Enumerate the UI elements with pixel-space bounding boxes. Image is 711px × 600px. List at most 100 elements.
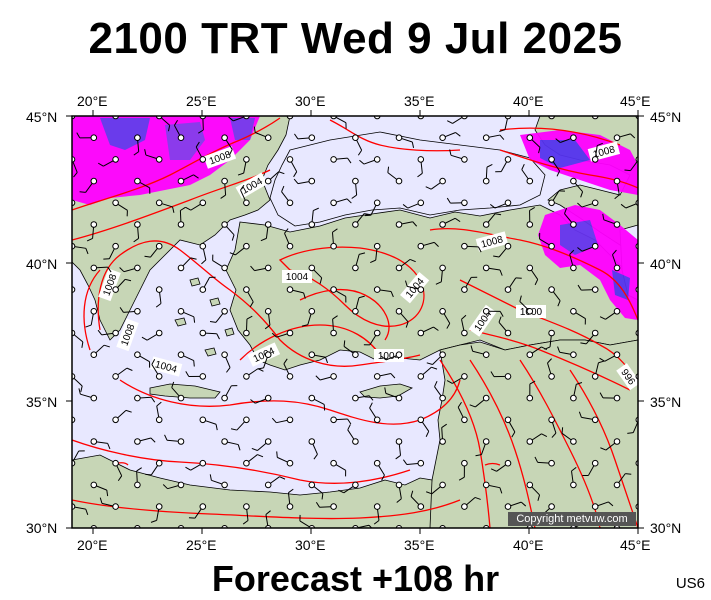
black-sea — [269, 131, 546, 227]
isobars — [72, 117, 638, 528]
wind-barb-feather — [126, 367, 133, 371]
lon-label-bottom: 20°E — [77, 537, 108, 553]
wind-barb-feather — [498, 316, 502, 323]
wind-station-circle — [90, 177, 98, 185]
wind-barb-feather — [435, 281, 442, 285]
wind-station-circle — [548, 459, 555, 467]
wind-station-circle — [635, 459, 638, 467]
wind-station-circle — [439, 438, 446, 445]
wind-barb-feather — [608, 501, 614, 507]
wind-station-circle — [461, 459, 468, 467]
wind-station-circle — [199, 286, 207, 293]
wind-barb-feather — [564, 207, 568, 214]
wind-barb-feather — [446, 323, 451, 329]
wind-barb-staff — [397, 528, 399, 542]
wind-barb-staff — [93, 527, 94, 528]
wind-barb-feather — [490, 468, 497, 472]
wind-barb-feather — [499, 129, 506, 132]
wind-station-circle — [199, 503, 207, 510]
wind-station-circle — [221, 351, 228, 359]
wind-station-circle — [90, 351, 98, 359]
wind-barb-feather — [293, 171, 298, 178]
wind-barb-feather — [529, 206, 535, 211]
wind-station-circle — [112, 286, 119, 293]
wind-barb-feather — [554, 100, 560, 102]
wind-station-circle — [286, 286, 294, 293]
wind-barb-feather — [313, 207, 319, 212]
wind-barb-feather — [458, 476, 465, 481]
wind-station-circle — [243, 286, 250, 293]
wind-barb-feather — [461, 314, 467, 320]
wind-barb-feather — [343, 340, 346, 347]
wind-station-circle — [613, 134, 621, 141]
wind-station-circle — [439, 177, 446, 185]
wind-station-circle — [112, 156, 119, 163]
wind-station-circle — [395, 394, 403, 402]
wind-barb-staff — [639, 290, 652, 294]
wind-station-circle — [439, 221, 446, 228]
wind-station-circle — [570, 481, 577, 489]
wind-barb-feather — [215, 424, 218, 431]
wind-station-circle — [243, 416, 250, 424]
wind-barb-feather — [107, 443, 111, 450]
wind-barb-feather — [470, 345, 474, 352]
lat-label-left: 30°N — [26, 520, 58, 536]
wind-barb-feather — [73, 172, 78, 178]
wind-station-circle — [264, 394, 272, 402]
wind-barb-feather — [433, 326, 439, 331]
wind-station-circle — [221, 394, 228, 402]
wind-station-circle — [461, 373, 468, 380]
wind-station-circle — [330, 242, 337, 250]
wind-barb-feather — [106, 490, 109, 497]
wind-station-circle — [177, 394, 185, 402]
wind-station-circle — [417, 242, 425, 250]
wind-barb-feather — [653, 466, 655, 472]
wind-barb-feather — [495, 213, 502, 216]
wind-barb-feather — [384, 387, 387, 394]
wind-station-circle — [613, 394, 621, 402]
wind-station-circle — [548, 503, 555, 510]
wind-station-circle — [134, 264, 141, 272]
wind-station-circle — [243, 242, 250, 250]
forecast-label: Forecast +108 hr — [211, 558, 500, 599]
wind-station-circle — [482, 438, 490, 445]
wind-barb-feather — [237, 172, 244, 176]
wind-barb-feather — [276, 451, 278, 458]
wind-barb-feather — [580, 191, 584, 198]
wind-barb-feather — [469, 404, 476, 408]
wind-barb-staff — [419, 116, 421, 117]
wind-station-circle — [221, 438, 228, 445]
wind-barb-feather — [97, 162, 104, 167]
wind-station-circle — [439, 308, 446, 315]
wind-station-circle — [461, 329, 468, 337]
wind-barb-staff — [594, 116, 596, 117]
wind-barb-staff — [551, 116, 553, 117]
wind-station-circle — [112, 329, 119, 337]
wind-station-circle — [504, 373, 512, 380]
wind-station-circle — [635, 373, 638, 380]
wind-barb-feather — [614, 194, 620, 200]
wind-station-circle — [395, 308, 403, 315]
wind-station-circle — [352, 481, 359, 489]
wind-barb-feather — [172, 206, 175, 213]
wind-station-circle — [395, 177, 403, 185]
wind-station-circle — [461, 242, 468, 250]
wind-barb-feather — [541, 346, 548, 351]
wind-station-circle — [548, 199, 555, 207]
lon-label-top: 20°E — [77, 93, 108, 109]
wind-barb-feather — [475, 454, 482, 457]
wind-barb-feather — [499, 311, 504, 317]
wind-station-circle — [177, 438, 185, 445]
wind-station-circle — [461, 416, 468, 424]
wind-barb-feather — [499, 134, 505, 140]
wind-station-circle — [439, 394, 446, 402]
wind-barb-feather — [125, 278, 132, 282]
lon-label-bottom: 25°E — [186, 537, 217, 553]
wind-station-circle — [352, 308, 359, 315]
wind-station-circle — [417, 156, 425, 163]
wind-barb-feather — [250, 265, 255, 271]
wind-barb-feather — [180, 206, 186, 211]
wind-barb-feather — [511, 431, 516, 438]
wind-station-circle — [308, 221, 316, 228]
wind-barb-feather — [557, 346, 561, 353]
